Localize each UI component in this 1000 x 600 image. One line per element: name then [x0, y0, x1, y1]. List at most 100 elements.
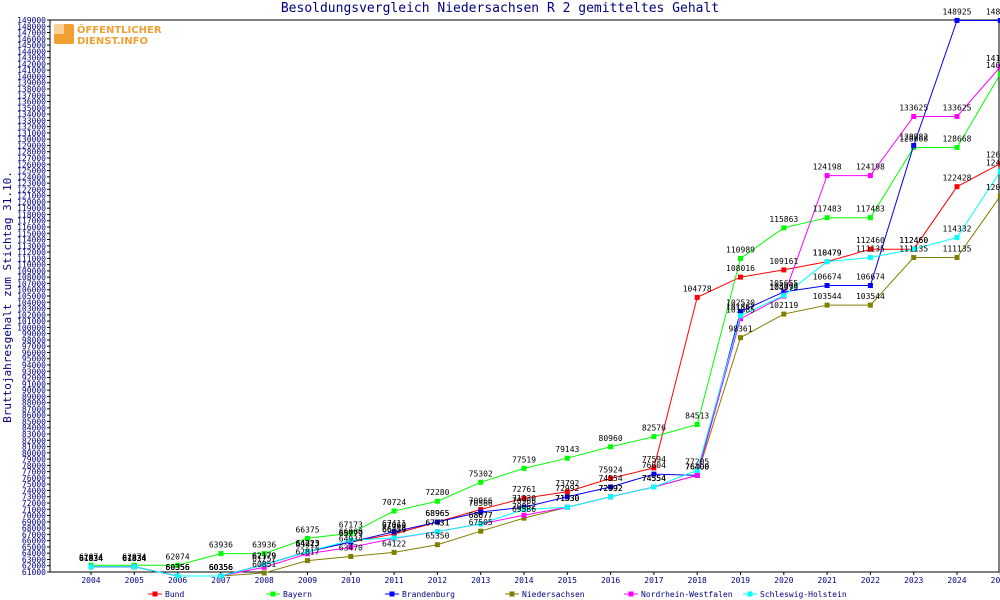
- data-point-schleswig-holstein: [434, 529, 440, 535]
- data-label-niedersachsen: 74554: [642, 474, 666, 483]
- legend-marker-bayern: [270, 591, 276, 597]
- y-tick-label: 78000: [22, 461, 46, 470]
- data-label-niedersachsen: 67505: [469, 518, 493, 527]
- y-tick-label: 89000: [22, 392, 46, 401]
- data-label-schleswig-holstein: 114332: [943, 224, 972, 233]
- data-label-niedersachsen: 103544: [856, 292, 885, 301]
- data-point-nordrhein-westfalen: [954, 113, 960, 119]
- x-tick-label: 2023: [904, 576, 923, 585]
- data-label-bund: 61834: [79, 554, 103, 563]
- data-point-niedersachsen: [478, 528, 484, 534]
- data-label-schleswig-holstein: 62179: [252, 552, 276, 561]
- y-tick-label: 73000: [22, 493, 46, 502]
- data-point-bund: [867, 246, 873, 252]
- data-label-bund: 60356: [209, 563, 233, 572]
- data-label-bayern: 62074: [166, 552, 190, 561]
- data-point-brandenburg: [564, 494, 570, 500]
- data-point-bund: [478, 506, 484, 512]
- data-point-brandenburg: [434, 519, 440, 525]
- data-point-bund: [781, 267, 787, 273]
- series-layer: [88, 17, 1000, 579]
- data-point-niedersachsen: [824, 302, 830, 308]
- y-tick-label: 97000: [22, 342, 46, 351]
- data-label-bund: 65779: [339, 529, 363, 538]
- data-label-bayern: 70724: [382, 498, 406, 507]
- data-point-nordrhein-westfalen: [997, 64, 1000, 70]
- data-point-nordrhein-westfalen: [348, 544, 354, 550]
- y-tick-label: 64000: [22, 549, 46, 558]
- y-tick-label: 91000: [22, 380, 46, 389]
- y-tick-label: 82000: [22, 436, 46, 445]
- data-label-nordrhein-westfalen: 124198: [856, 163, 885, 172]
- legend-label-niedersachsen: Niedersachsen: [522, 590, 585, 599]
- data-label-brandenburg: 148925: [986, 7, 1000, 16]
- y-tick-label: 134000: [17, 110, 46, 119]
- data-point-bund: [738, 274, 743, 280]
- data-label-brandenburg: 71330: [512, 494, 536, 503]
- chart-title: Besoldungsvergleich Niedersachsen R 2 ge…: [280, 1, 720, 16]
- y-tick-label: 83000: [22, 430, 46, 439]
- data-label-nordrhein-westfalen: 63912: [295, 541, 319, 550]
- y-tick-label: 148000: [17, 22, 46, 31]
- y-tick-label: 147000: [17, 29, 46, 38]
- y-tick-label: 67000: [22, 530, 46, 539]
- data-point-schleswig-holstein: [651, 484, 657, 490]
- data-label-brandenburg: 65779: [339, 529, 363, 538]
- data-point-bayern: [434, 498, 440, 504]
- data-label-bayern: 82576: [642, 424, 666, 433]
- data-point-bayern: [521, 465, 527, 471]
- data-label-bund: 70966: [469, 496, 493, 505]
- data-label-schleswig-holstein: 70966: [512, 496, 536, 505]
- data-label-bayern: 140387: [986, 61, 1000, 70]
- data-label-bund: 62179: [252, 552, 276, 561]
- data-point-niedersachsen: [911, 255, 917, 261]
- data-point-brandenburg: [478, 509, 484, 515]
- data-label-nordrhein-westfalen: 64934: [339, 534, 363, 543]
- data-label-nordrhein-westfalen: 66359: [382, 525, 406, 534]
- y-tick-label: 107000: [17, 279, 46, 288]
- data-label-schleswig-holstein: 74554: [642, 474, 666, 483]
- data-label-bayern: 84513: [685, 412, 709, 421]
- data-label-niedersachsen: 111135: [943, 245, 972, 254]
- y-tick-label: 69000: [22, 518, 46, 527]
- y-tick-label: 141000: [17, 66, 46, 75]
- data-label-bayern: 115863: [769, 215, 798, 224]
- data-point-bayern: [478, 479, 484, 485]
- y-tick-label: 117000: [17, 217, 46, 226]
- y-tick-label: 124000: [17, 173, 46, 182]
- data-label-bund: 126100: [986, 151, 1000, 160]
- data-point-brandenburg: [391, 529, 397, 535]
- data-point-nordrhein-westfalen: [911, 113, 917, 119]
- data-point-bayern: [781, 225, 787, 231]
- x-tick-label: 2022: [861, 576, 880, 585]
- x-tick-label: 2019: [731, 576, 750, 585]
- data-label-brandenburg: 128982: [899, 133, 928, 142]
- y-tick-label: 86000: [22, 411, 46, 420]
- y-tick-label: 135000: [17, 104, 46, 113]
- data-label-niedersachsen: 64122: [382, 539, 406, 548]
- data-point-bayern: [997, 71, 1000, 77]
- data-label-schleswig-holstein: 66060: [339, 527, 363, 536]
- data-point-niedersachsen: [434, 542, 440, 548]
- data-point-schleswig-holstein: [564, 504, 570, 510]
- y-tick-label: 76000: [22, 474, 46, 483]
- y-tick-label: 128000: [17, 148, 46, 157]
- y-tick-label: 104000: [17, 298, 46, 307]
- data-label-schleswig-holstein: 67431: [425, 519, 449, 528]
- data-label-schleswig-holstein: 60356: [166, 563, 190, 572]
- data-point-nordrhein-westfalen: [824, 173, 830, 179]
- x-tick-label: 2025: [991, 576, 1000, 585]
- y-tick-label: 63000: [22, 555, 46, 564]
- data-label-nordrhein-westfalen: 60356: [209, 563, 233, 572]
- y-tick-label: 90000: [22, 386, 46, 395]
- data-label-brandenburg: 64223: [295, 539, 319, 548]
- y-tick-label: 101000: [17, 317, 46, 326]
- data-point-bayern: [867, 215, 873, 221]
- y-tick-label: 121000: [17, 192, 46, 201]
- x-tick-label: 2015: [558, 576, 577, 585]
- data-label-bund: 73792: [555, 479, 579, 488]
- data-point-niedersachsen: [781, 311, 787, 317]
- data-label-schleswig-holstein: 64223: [295, 539, 319, 548]
- y-tick-label: 113000: [17, 242, 46, 251]
- data-label-niedersachsen: 63470: [339, 544, 363, 553]
